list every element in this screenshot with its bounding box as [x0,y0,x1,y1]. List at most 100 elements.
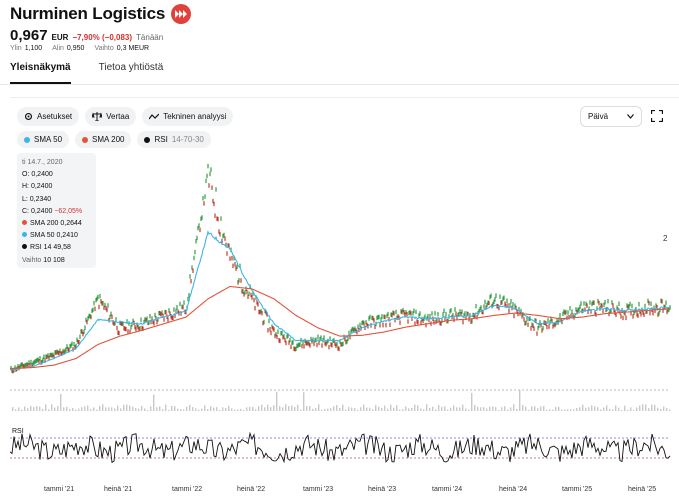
volume-bar [159,406,161,411]
volume-bar [162,409,164,411]
volume-bar [90,409,92,411]
company-name: Nurminen Logistics [10,4,166,23]
volume-bar [651,404,653,411]
volume-bar [396,405,398,411]
volume-bar [168,409,170,411]
volume-bar [591,405,593,411]
volume-bar [471,392,473,411]
volume-bar [513,404,515,411]
volume-bar [177,408,179,411]
volume-bar [420,408,422,411]
volume-bar [255,409,257,411]
x-tick-label: tammi '25 [562,486,593,493]
chip-sma200[interactable]: SMA 200 [75,131,132,148]
volume-bar [147,409,149,411]
chip-sma50[interactable]: SMA 50 [17,131,70,148]
volume-bar [30,406,32,411]
price-chart[interactable] [10,98,679,500]
stat-volume: Vaihto 0,3 MEUR [94,45,150,52]
volume-bar [15,409,17,411]
tab-overview[interactable]: Yleisnäkymä [10,62,71,84]
volume-bar [249,406,251,411]
x-tick-label: heinä '23 [368,486,397,493]
chip-sma200-label: SMA 200 [92,135,125,144]
volume-bar [270,407,272,411]
volume-bar [339,407,341,411]
indicator-chips: SMA 50 SMA 200 RSI 14-70-30 [17,131,211,148]
rsi-line [10,431,671,464]
fast-forward-icon[interactable] [171,4,192,24]
volume-bar [99,405,101,411]
volume-bar [540,406,542,411]
volume-bar [345,409,347,411]
volume-bar [645,404,647,411]
volume-bar [360,407,362,411]
volume-bar [315,408,317,411]
volume-bar [453,405,455,411]
compare-button[interactable]: Vertaa [85,107,137,126]
compare-label: Vertaa [106,112,130,121]
tab-company-info[interactable]: Tietoa yhtiöstä [98,62,164,73]
chip-rsi-param: 14-70-30 [171,135,204,144]
volume-bar [234,409,236,411]
volume-bar [210,406,212,411]
volume-bar [72,407,74,411]
volume-bar [600,409,602,411]
volume-bar [576,408,578,411]
volume-bar [507,409,509,411]
chart-card: Asetukset Vertaa Tekninen analyysi Päivä… [10,97,679,500]
tooltip-sma50: 0,2410 [56,232,78,240]
volume-bar [48,409,50,411]
volume-bar [240,408,242,411]
settings-button[interactable]: Asetukset [17,107,80,126]
volume-bar [327,408,329,411]
volume-bar [132,406,134,411]
volume-bar [294,406,296,411]
volume-bar [60,393,62,411]
volume-bar [435,409,437,411]
period-select[interactable]: Päivä [580,106,642,127]
volume-bar [267,404,269,411]
volume-bar [18,407,20,411]
volume-bar [603,407,605,411]
technical-analysis-button[interactable]: Tekninen analyysi [142,107,234,126]
volume-bar [102,404,104,411]
volume-bar [357,409,359,411]
volume-bar [306,406,308,411]
chevron-down-icon [627,114,634,119]
volume-bar [522,404,524,411]
volume-bar [258,406,260,411]
volume-bar [288,406,290,411]
volume-bar [441,406,443,411]
volume-bar [24,406,26,411]
volume-bar [195,408,197,411]
volume-bar [528,409,530,411]
volume-bar [354,408,356,411]
volume-bar [84,406,86,411]
scale-icon [92,112,103,121]
volume-bar [477,406,479,411]
volume-bar [609,408,611,411]
volume-bar [153,394,155,411]
volume-bar [447,409,449,411]
volume-bar [285,404,287,411]
tooltip-open: O: 0,2400 [22,171,53,179]
volume-bar [246,407,248,411]
volume-bar [42,408,44,411]
volume-bar [552,409,554,411]
volume-bar [486,408,488,411]
volume-bar [564,409,566,411]
volume-bar [426,404,428,411]
chip-rsi[interactable]: RSI 14-70-30 [137,131,211,148]
price-axis-tick: 2 [663,234,668,243]
volume-bar [51,404,53,411]
sma50-dot [24,136,30,143]
volume-bar [606,405,608,411]
tooltip-close-change: −62,05% [54,207,83,215]
volume-bar [459,407,461,411]
volume-bar [630,407,632,411]
tooltip-volume: 10 108 [43,256,65,264]
expand-icon[interactable] [651,110,663,122]
volume-bar [537,408,539,411]
x-tick-label: tammi '23 [303,486,334,493]
